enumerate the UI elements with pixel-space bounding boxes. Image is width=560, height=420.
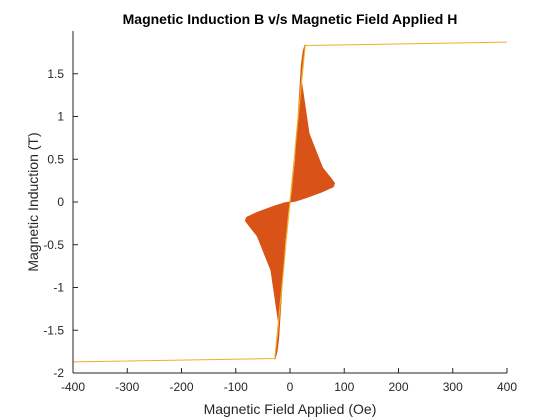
x-tick-label: 300 bbox=[443, 380, 463, 394]
y-tick-label: 0 bbox=[57, 195, 64, 209]
x-axis-label: Magnetic Field Applied (Oe) bbox=[204, 401, 377, 417]
x-tick-label: 0 bbox=[287, 380, 294, 394]
x-axis-ticks: -400 -300 -200 -100 0 100 200 300 400 bbox=[61, 368, 517, 394]
y-tick-label: 0.5 bbox=[47, 152, 64, 166]
x-tick-label: -100 bbox=[224, 380, 248, 394]
y-axis-ticks: -2 -1.5 -1 -0.5 0 0.5 1 1.5 bbox=[43, 67, 78, 380]
x-tick-label: 100 bbox=[334, 380, 354, 394]
x-tick-label: 200 bbox=[388, 380, 408, 394]
y-tick-label: -0.5 bbox=[43, 238, 64, 252]
y-tick-label: -2 bbox=[53, 366, 64, 380]
y-tick-label: 1.5 bbox=[47, 67, 64, 81]
y-tick-label: -1.5 bbox=[43, 323, 64, 337]
chart-title: Magnetic Induction B v/s Magnetic Field … bbox=[123, 11, 458, 27]
series-layer bbox=[72, 41, 508, 363]
y-axis-label: Magnetic Induction (T) bbox=[25, 132, 41, 271]
plot-area: -400 -300 -200 -100 0 100 200 300 400 -2 -1.5 -1 -0… bbox=[43, 31, 517, 394]
x-tick-label: -300 bbox=[115, 380, 139, 394]
x-tick-label: -200 bbox=[169, 380, 193, 394]
x-tick-label: -400 bbox=[61, 380, 85, 394]
x-tick-label: 400 bbox=[497, 380, 517, 394]
series-2-area bbox=[72, 41, 508, 363]
y-tick-label: -1 bbox=[53, 281, 64, 295]
y-tick-label: 1 bbox=[57, 110, 64, 124]
